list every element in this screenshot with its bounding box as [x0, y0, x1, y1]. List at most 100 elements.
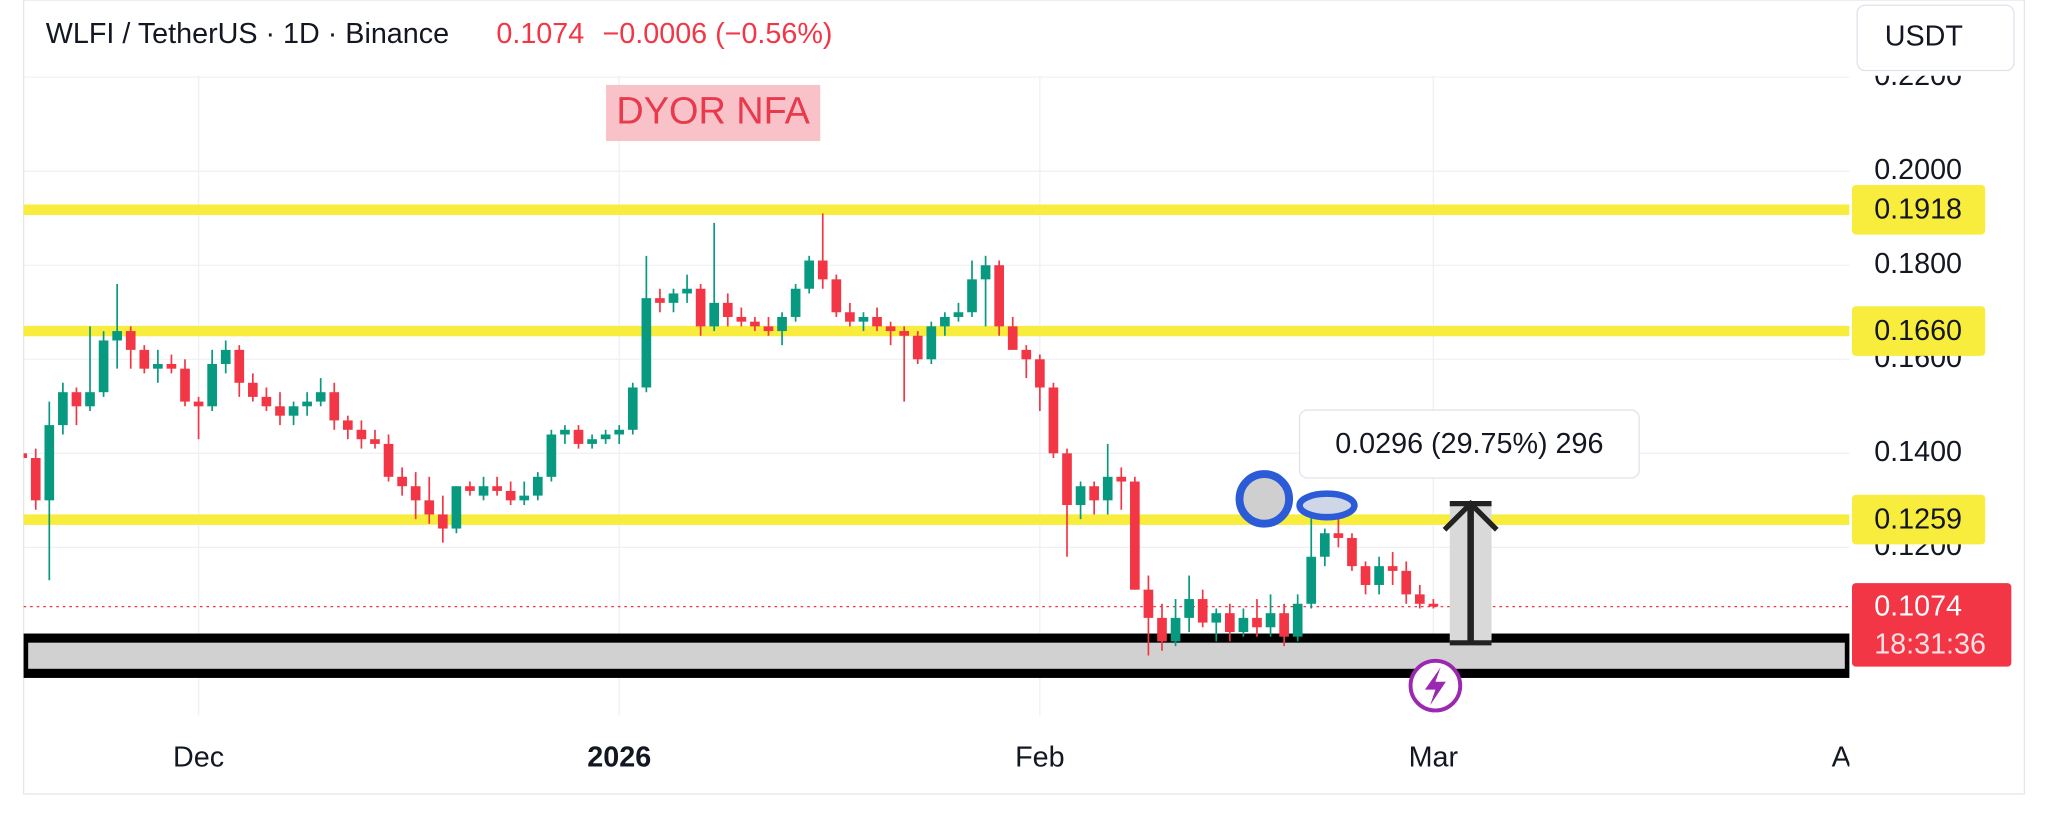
header-change: −0.0006 (−0.56%)	[603, 18, 833, 50]
candle-body	[641, 298, 652, 388]
candle-body	[193, 401, 204, 407]
y-tick-label: 0.2000	[1874, 154, 1962, 186]
level-label-box	[1852, 306, 1986, 356]
time-axis: Dec 2026 Feb Mar Apr	[173, 741, 1877, 773]
candle-body	[872, 316, 882, 327]
symbol: WLFI / TetherUS · 1D · Binance	[46, 18, 449, 50]
header-price: 0.1074	[496, 18, 584, 50]
candle-body	[437, 514, 448, 529]
candle-body	[505, 490, 516, 501]
candle-body	[817, 260, 828, 280]
event-bolt	[1424, 667, 1446, 706]
candle-body	[451, 486, 462, 529]
candle-body	[1184, 599, 1194, 618]
candle-body	[831, 279, 842, 313]
candle-body	[736, 316, 747, 322]
candle-body	[1089, 486, 1099, 501]
candle-body	[573, 429, 584, 444]
candle-body	[1048, 387, 1059, 454]
candle-body	[1333, 533, 1344, 538]
candle-body	[383, 443, 394, 477]
candle-body	[1387, 566, 1398, 571]
candle-body	[1292, 603, 1303, 637]
candle-body	[885, 326, 896, 332]
candle-body	[492, 486, 502, 491]
level-label-box	[1852, 494, 1986, 545]
candle-body	[275, 406, 285, 416]
candle-body	[85, 392, 95, 407]
level-label: 0.1259	[1874, 504, 1962, 536]
candle-body	[98, 340, 109, 393]
candle-body	[1021, 349, 1032, 360]
measure-label-box	[1298, 409, 1640, 479]
currency-button[interactable]	[1856, 4, 2015, 72]
candle-body	[1252, 617, 1262, 628]
candle-body	[532, 476, 543, 496]
candle-body	[682, 288, 692, 294]
y-tick-label: 0.2200	[1874, 60, 1962, 92]
candle-body	[1225, 613, 1235, 632]
candle-body	[804, 260, 815, 289]
candle-body	[655, 298, 665, 303]
candle-body	[166, 363, 177, 369]
countdown: 18:31:36	[1874, 628, 1986, 660]
x-tick-label: 2026	[587, 741, 651, 773]
candle-body	[546, 434, 557, 477]
candle-body	[71, 392, 82, 407]
x-tick-label: Dec	[173, 741, 224, 773]
candle-body	[1197, 599, 1208, 623]
candle-body	[1374, 566, 1384, 585]
candle-body	[668, 293, 679, 303]
candle-body	[1319, 533, 1330, 557]
candle-body	[953, 312, 964, 317]
x-tick-label: Apr	[1832, 741, 1877, 773]
candle-body	[343, 420, 353, 430]
candle-body	[1170, 617, 1181, 642]
candle-body	[248, 382, 258, 397]
candle-body	[465, 486, 475, 491]
candle-body	[519, 495, 530, 501]
candle-body	[424, 500, 435, 515]
candle-body	[329, 392, 340, 421]
y-tick-label: 0.1800	[1874, 248, 1962, 280]
y-tick-label: 0.1400	[1874, 436, 1962, 468]
candle-body	[899, 331, 910, 336]
candle-body	[180, 368, 190, 402]
candle-body	[1102, 476, 1113, 501]
zone	[23, 633, 1850, 678]
candle-body	[695, 288, 706, 327]
x-tick-label: Mar	[1409, 741, 1459, 773]
measure-label: 0.0296 (29.75%) 296	[1335, 428, 1603, 460]
candle-body	[220, 349, 231, 364]
candle-body	[1347, 537, 1357, 567]
candle-body	[478, 486, 489, 496]
candle-body	[58, 392, 68, 426]
candle-body	[777, 316, 787, 332]
candle-body	[410, 486, 421, 501]
candle-body	[397, 476, 407, 487]
candle-body	[1075, 486, 1086, 506]
candle-body	[1238, 617, 1249, 632]
currency[interactable]: USDT	[1885, 20, 1963, 52]
candle-body	[845, 312, 855, 322]
candle-body	[153, 363, 163, 369]
candle-body	[1130, 481, 1140, 590]
candle-body	[1360, 566, 1371, 585]
candle-body	[980, 265, 991, 280]
candle-body	[207, 363, 217, 407]
last-price-box	[1852, 583, 2012, 667]
annotation: DYOR NFA	[616, 91, 810, 133]
candle-body	[1279, 613, 1289, 637]
level-label: 0.1660	[1874, 315, 1962, 347]
candle-body	[1007, 326, 1018, 350]
candle-body	[1157, 617, 1167, 642]
candle-body	[261, 396, 272, 407]
annotation-box	[606, 84, 821, 142]
candle-body	[23, 453, 28, 459]
overlays: 0.0296 (29.75%) 296 0.1918 0.1660 0.1259 0.1…	[1235, 184, 2012, 713]
candle-body	[1306, 556, 1317, 604]
last-price-label: 0.1074	[1874, 590, 1962, 622]
candle-body	[967, 279, 977, 313]
